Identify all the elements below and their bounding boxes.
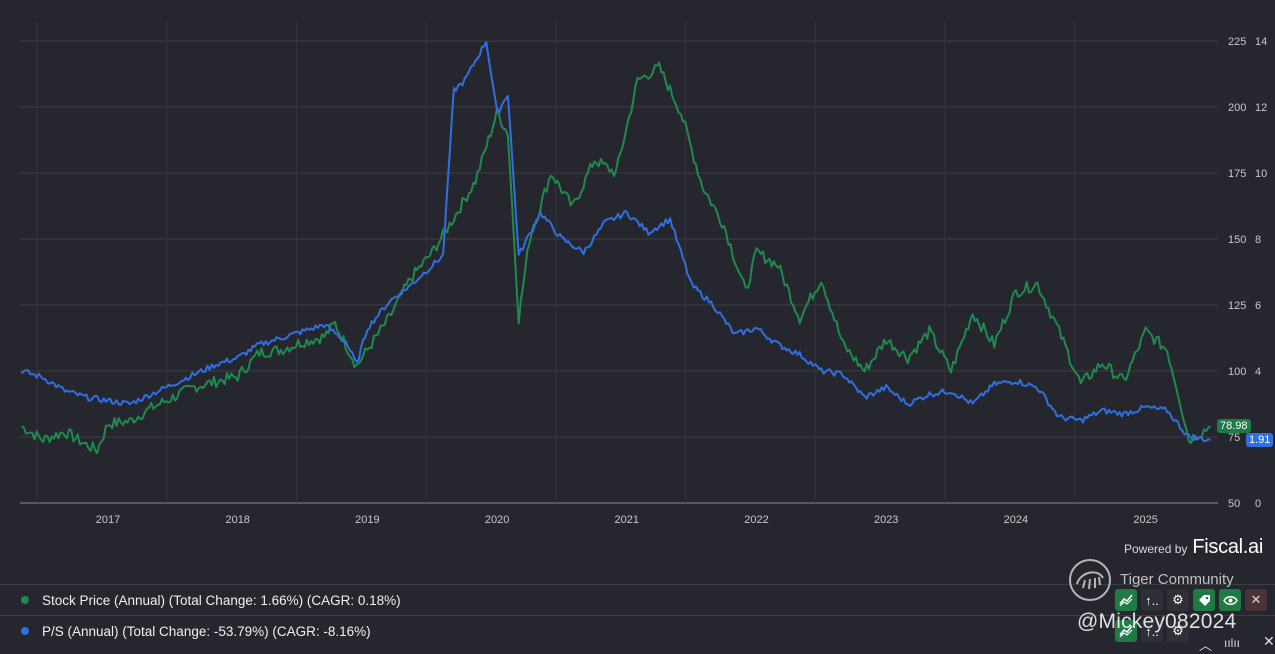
legend-item-ps[interactable]: P/S (Annual) (Total Change: -53.79%) (CA…: [0, 615, 1275, 646]
right-y-tick-label: 14: [1255, 36, 1267, 48]
stock-price-last-value-tag: 78.98: [1217, 419, 1251, 433]
x-tick-label: 2020: [485, 514, 509, 526]
right-y-tick-label: 0: [1255, 498, 1261, 510]
x-tick-label: 2022: [744, 514, 768, 526]
tag-icon[interactable]: [1193, 589, 1215, 611]
left-y-tick-label: 75: [1228, 432, 1240, 444]
series-lines: [20, 40, 1211, 455]
watermark-community-text: Tiger Community: [1120, 571, 1234, 588]
series-toolbar-stock: ↑.. ⚙ ✕: [1115, 589, 1267, 611]
watermark-handle-text: @Mickey082024: [1077, 610, 1237, 633]
x-tick-label: 2018: [225, 514, 249, 526]
right-y-tick-label: 10: [1255, 168, 1267, 180]
powered-by: Powered by Fiscal.ai: [1124, 536, 1263, 559]
right-y-tick-label: 12: [1255, 102, 1267, 114]
left-y-tick-label: 50: [1228, 498, 1240, 510]
right-y-tick-label: 8: [1255, 234, 1261, 246]
expand-button[interactable]: ↑..: [1141, 620, 1163, 642]
x-tick-label: 2024: [1004, 514, 1028, 526]
gear-icon[interactable]: ⚙: [1167, 620, 1189, 642]
left-y-tick-label: 125: [1228, 300, 1246, 312]
legend-dot-green: [21, 596, 29, 604]
tiger-community-logo-icon: [1069, 559, 1111, 601]
left-y-tick-label: 225: [1228, 36, 1246, 48]
ps-line: [20, 40, 1211, 443]
gear-icon[interactable]: ⚙: [1167, 589, 1189, 611]
left-y-tick-label: 175: [1228, 168, 1246, 180]
stock-price-line: [21, 61, 1211, 455]
legend-label: Stock Price (Annual) (Total Change: 1.66…: [42, 592, 401, 608]
chevron-up-icon[interactable]: ︿: [1199, 638, 1213, 653]
tick-labels: 2017 2018 2019 2020 2021 2022 2023 2024 2025 50 75…: [96, 36, 1267, 526]
legend-item-stock-price[interactable]: Stock Price (Annual) (Total Change: 1.66…: [0, 584, 1275, 615]
eye-icon[interactable]: [1219, 589, 1241, 611]
x-tick-label: 2017: [96, 514, 120, 526]
close-icon[interactable]: ✕: [1263, 633, 1275, 649]
right-y-tick-label: 4: [1255, 366, 1261, 378]
legend-dot-blue: [21, 627, 29, 635]
right-y-tick-label: 6: [1255, 300, 1261, 312]
brand-logo-text: Fiscal.ai: [1192, 536, 1264, 558]
left-y-tick-label: 200: [1228, 102, 1246, 114]
ps-last-value-tag: 1.91: [1246, 433, 1274, 447]
x-tick-label: 2025: [1133, 514, 1157, 526]
powered-by-text: Powered by: [1124, 542, 1188, 556]
audio-wave-icon: ıılıı: [1224, 636, 1241, 650]
trend-icon[interactable]: [1115, 620, 1137, 642]
series-toolbar-ps: ↑.. ⚙: [1115, 620, 1189, 642]
expand-button[interactable]: ↑..: [1141, 589, 1163, 611]
left-y-tick-label: 100: [1228, 366, 1246, 378]
legend-label: P/S (Annual) (Total Change: -53.79%) (CA…: [42, 623, 371, 639]
trend-icon[interactable]: [1115, 589, 1137, 611]
x-tick-label: 2019: [355, 514, 379, 526]
x-tick-label: 2021: [615, 514, 639, 526]
x-tick-label: 2023: [874, 514, 898, 526]
close-icon[interactable]: ✕: [1245, 589, 1267, 611]
grid-lines: [20, 22, 1218, 504]
left-y-tick-label: 150: [1228, 234, 1246, 246]
